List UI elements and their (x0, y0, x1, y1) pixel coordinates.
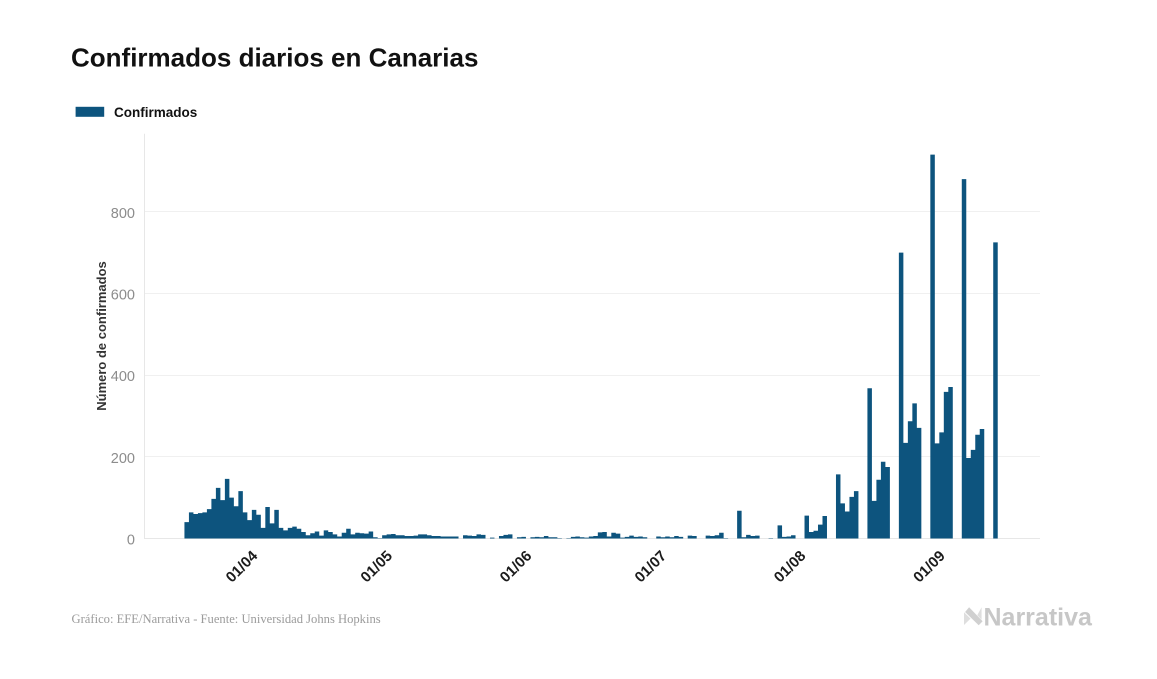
svg-text:800: 800 (111, 206, 135, 222)
svg-text:Número de confirmados: Número de confirmados (94, 261, 109, 411)
svg-text:600: 600 (111, 288, 135, 304)
svg-text:Narrativa: Narrativa (984, 603, 1093, 631)
svg-text:400: 400 (111, 369, 135, 385)
svg-text:Gráfico: EFE/Narrativa - Fuent: Gráfico: EFE/Narrativa - Fuente: Univers… (72, 612, 381, 626)
svg-text:200: 200 (111, 451, 135, 467)
svg-text:0: 0 (127, 533, 135, 549)
svg-text:Confirmados diarios en Canaria: Confirmados diarios en Canarias (71, 43, 478, 73)
svg-text:Confirmados: Confirmados (114, 105, 197, 120)
